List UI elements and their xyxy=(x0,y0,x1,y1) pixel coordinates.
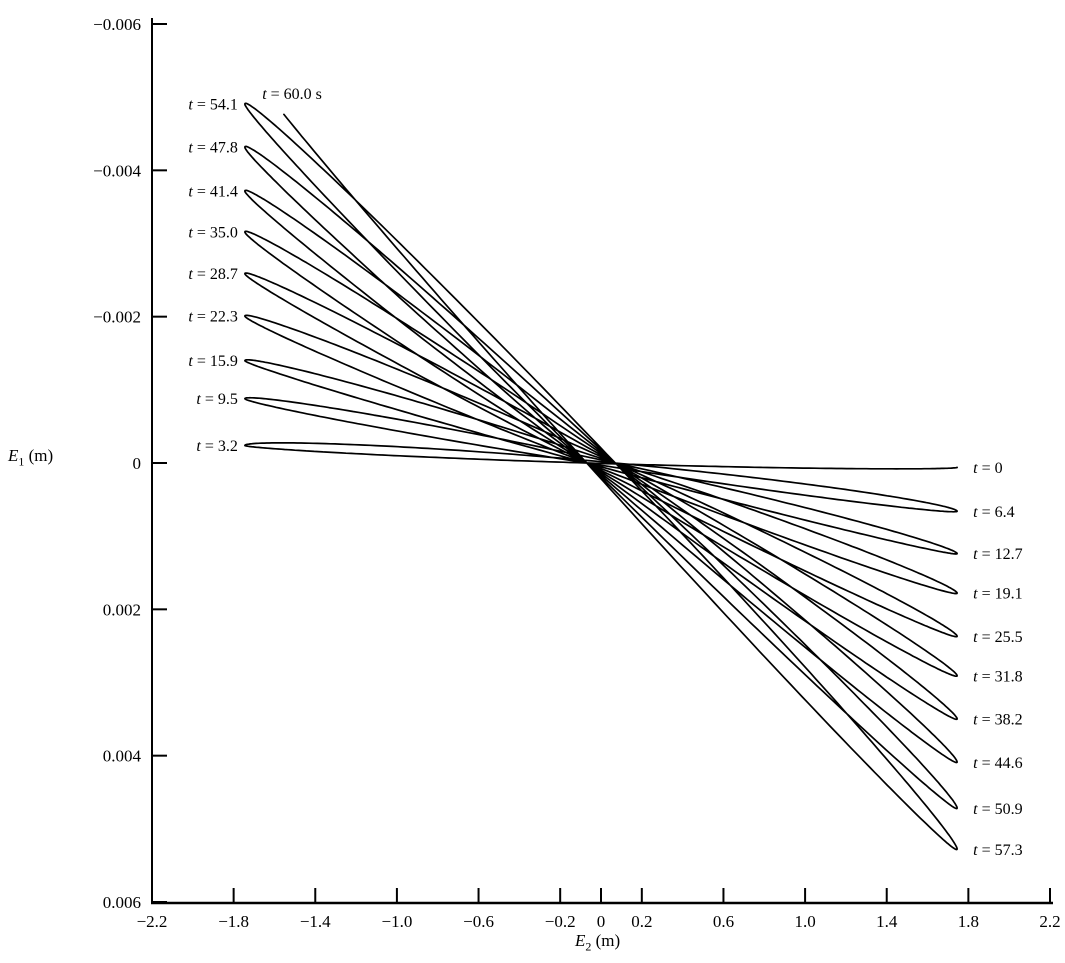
curve-time-label: t = 15.9 xyxy=(188,353,237,370)
curve-time-label: t = 57.3 xyxy=(973,842,1022,859)
y-tick-label: −0.006 xyxy=(93,15,141,34)
curve-time-label: t = 44.6 xyxy=(973,755,1022,772)
curve-time-label: t = 60.0 s xyxy=(262,86,322,103)
y-axis-unit: (m) xyxy=(24,446,54,465)
x-axis-letter: E xyxy=(575,931,586,950)
x-tick-label: 1.8 xyxy=(958,912,979,931)
x-tick-label: −0.6 xyxy=(463,912,494,931)
x-tick-label: −1.4 xyxy=(300,912,331,931)
curve-time-label: t = 54.1 xyxy=(188,96,237,113)
curve-time-label: t = 28.7 xyxy=(188,266,237,283)
x-tick-label: 1.4 xyxy=(876,912,898,931)
curve-time-label: t = 12.7 xyxy=(973,546,1022,563)
curve-time-label: t = 3.2 xyxy=(196,438,237,455)
curve-time-label: t = 9.5 xyxy=(196,391,237,408)
curve-time-label: t = 31.8 xyxy=(973,668,1022,685)
x-axis-title: E2 (m) xyxy=(575,931,620,954)
curve-time-label: t = 6.4 xyxy=(973,504,1014,521)
y-axis-subscript: 1 xyxy=(18,454,25,469)
curve-time-label: t = 0 xyxy=(973,460,1002,477)
curve-time-label: t = 22.3 xyxy=(188,308,237,325)
y-tick-label: −0.002 xyxy=(93,308,141,327)
y-tick-label: 0 xyxy=(133,454,142,473)
x-tick-label: −2.2 xyxy=(137,912,168,931)
x-axis-subscript: 2 xyxy=(585,939,592,954)
curve-time-label: t = 41.4 xyxy=(188,183,237,200)
x-tick-label: 1.0 xyxy=(794,912,815,931)
y-tick-label: 0.004 xyxy=(103,747,142,766)
curve-time-label: t = 19.1 xyxy=(973,586,1022,603)
trajectory-path xyxy=(244,102,958,851)
curve-time-label: t = 38.2 xyxy=(973,712,1022,729)
curve-time-label: t = 25.5 xyxy=(973,629,1022,646)
x-tick-label: 0.6 xyxy=(713,912,734,931)
x-tick-label: −1.8 xyxy=(218,912,249,931)
y-tick-label: 0.006 xyxy=(103,893,141,912)
x-tick-label: 0.2 xyxy=(631,912,652,931)
x-axis-unit: (m) xyxy=(591,931,621,950)
x-tick-label: −1.0 xyxy=(381,912,412,931)
y-axis-title: E1 (m) xyxy=(8,446,53,469)
curve-time-label: t = 47.8 xyxy=(188,139,237,156)
x-tick-label: −0.2 xyxy=(545,912,576,931)
x-tick-label: 0 xyxy=(597,912,606,931)
x-tick-label: 2.2 xyxy=(1039,912,1060,931)
y-axis-letter: E xyxy=(8,446,19,465)
curve-time-label: t = 50.9 xyxy=(973,801,1022,818)
y-tick-label: −0.004 xyxy=(93,161,141,180)
curve-time-label: t = 35.0 xyxy=(188,224,237,241)
y-tick-label: 0.002 xyxy=(103,600,141,619)
